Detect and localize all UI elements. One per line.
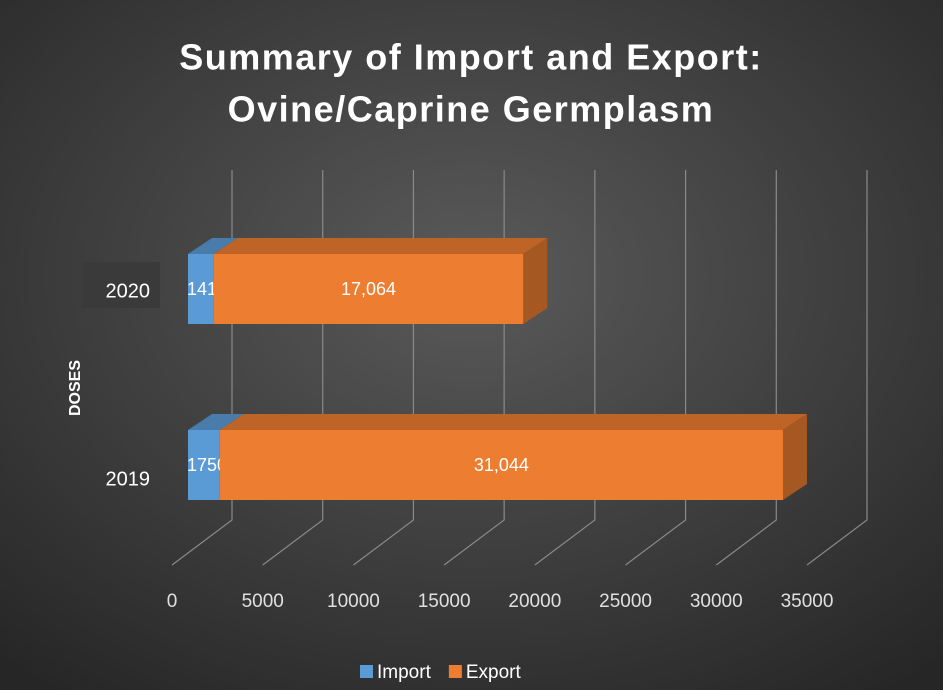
x-tick-label: 15000	[418, 591, 471, 612]
x-tick-label: 25000	[599, 591, 652, 612]
chart-title: Ovine/Caprine Germplasm	[228, 89, 715, 130]
x-tick-label: 10000	[327, 591, 380, 612]
grid-line	[625, 170, 687, 566]
bar-side	[523, 238, 548, 324]
chart-title: Summary of Import and Export:	[179, 37, 763, 78]
category-highlight	[82, 262, 160, 308]
data-label: 17,064	[341, 279, 396, 299]
x-tick-label: 30000	[690, 591, 743, 612]
grid-line	[534, 170, 596, 566]
bar-top	[188, 238, 238, 254]
bar	[213, 254, 524, 324]
bar-top	[213, 238, 548, 254]
x-tick-label: 20000	[508, 591, 561, 612]
y-tick-label: 2020	[106, 280, 151, 302]
legend-label: Export	[466, 662, 522, 683]
grid-line	[715, 170, 777, 566]
bar	[219, 430, 783, 500]
bar	[188, 254, 214, 324]
y-axis-label: DOSES	[67, 360, 84, 416]
data-label: 31,044	[474, 455, 529, 475]
y-tick-label: 2019	[106, 468, 151, 490]
legend-swatch	[360, 665, 373, 678]
legend-label: Import	[377, 662, 432, 683]
legend-swatch	[448, 665, 462, 678]
bar-top	[188, 414, 244, 430]
data-label: 1750	[187, 455, 227, 475]
bar-side	[782, 414, 807, 500]
x-tick-label: 0	[167, 591, 178, 612]
grid-line	[806, 170, 868, 566]
bar-top	[219, 414, 807, 430]
x-tick-label: 5000	[242, 591, 284, 612]
bar	[188, 430, 220, 500]
x-tick-label: 35000	[781, 591, 834, 612]
